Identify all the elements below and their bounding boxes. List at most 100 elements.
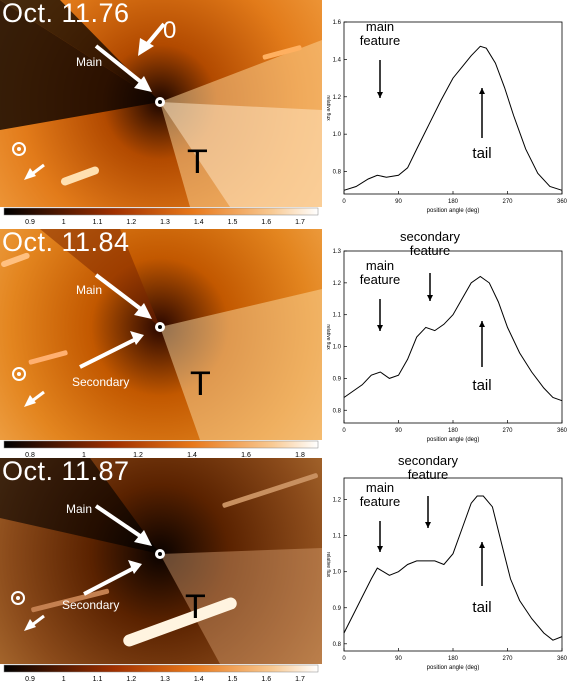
comet-image-panel-3: Oct. 11.87 Main Secondary T [0, 458, 322, 664]
x-axis-label: position angle (deg) [427, 665, 480, 671]
secondary-feature-arrowhead [427, 295, 433, 301]
y-axis-label: relative flux [325, 95, 331, 121]
observation-date: Oct. 11.76 [2, 0, 130, 28]
colorbar-tick-label: 0.9 [25, 219, 35, 225]
x-tick-label: 90 [395, 199, 402, 205]
x-tick-label: 360 [557, 199, 568, 205]
zero-label: 0 [163, 17, 177, 44]
x-tick-label: 270 [502, 656, 513, 662]
tail-marker-t: T [185, 588, 206, 626]
colorbar-tick-label: 1 [62, 676, 66, 682]
secondary-feature-annotation: secondary feature [400, 229, 460, 258]
y-tick-label: 1.3 [333, 249, 342, 255]
tail-annotation: tail [472, 377, 491, 394]
colorbar-tick-label: 1.2 [126, 676, 136, 682]
x-tick-label: 90 [395, 428, 402, 434]
tail-arrowhead [479, 321, 485, 327]
x-tick-label: 180 [448, 199, 459, 205]
colorbar-tick-label: 1.1 [93, 219, 103, 225]
main-feature-arrowhead [377, 92, 383, 98]
colorbar-tick-label: 0.8 [25, 452, 35, 458]
secondary-feature-arrowhead [425, 522, 431, 528]
x-tick-label: 360 [557, 428, 568, 434]
colorbar-tick-label: 1.3 [160, 676, 170, 682]
main-feature-arrowhead [377, 325, 383, 331]
x-tick-label: 270 [502, 428, 513, 434]
colorbar-tick-label: 1.6 [261, 219, 271, 225]
colorbar-gradient [3, 440, 319, 449]
colorbar-tick-label: 1.5 [228, 676, 238, 682]
tail-annotation: tail [472, 599, 491, 616]
colorbar-tick-label: 1.6 [241, 452, 251, 458]
y-axis-label: relative flux [325, 324, 331, 350]
profile-series-line [343, 495, 563, 641]
y-tick-label: 1.2 [333, 281, 342, 287]
y-tick-label: 1.4 [333, 57, 342, 63]
main-label: Main [76, 283, 103, 297]
x-tick-label: 0 [342, 656, 346, 662]
colorbar-tick-label: 1.7 [295, 676, 305, 682]
y-tick-label: 0.9 [333, 606, 342, 612]
comet-image-panel-1: Oct. 11.76 Main 0 T [0, 0, 322, 207]
profile-chart-3: 0 90 180 270 360 0.8 0.9 1.0 1.1 1.2 position angl… [325, 456, 568, 671]
colorbar-tick-label: 1.4 [194, 676, 204, 682]
main-feature-arrowhead [377, 546, 383, 552]
tail-arrowhead [479, 542, 485, 548]
y-tick-label: 1.0 [333, 345, 342, 351]
secondary-label: Secondary [62, 598, 120, 612]
y-tick-label: 0.8 [333, 642, 342, 648]
colorbar-gradient [3, 664, 319, 673]
colorbar-tick-label: 1.7 [295, 219, 305, 225]
tail-marker-t: T [190, 365, 211, 403]
colorbar-gradient [3, 207, 319, 216]
y-tick-label: 1.1 [333, 313, 342, 319]
main-feature-annotation: main feature [360, 480, 400, 509]
observation-date: Oct. 11.84 [2, 229, 130, 257]
colorbar-tick-label: 1.1 [93, 676, 103, 682]
profile-chart-2: 0 90 180 270 360 0.8 0.9 1.0 1.1 1.2 1.3 position a… [325, 229, 568, 443]
tail-arrowhead [479, 88, 485, 94]
y-tick-label: 1.2 [333, 498, 342, 504]
x-tick-label: 270 [502, 199, 513, 205]
x-tick-label: 0 [342, 199, 346, 205]
colorbar-tick-label: 1 [62, 219, 66, 225]
profile-chart-1: 0 90 180 270 360 0.8 1.0 1.2 1.4 1.6 position angl… [325, 19, 568, 214]
colorbar-tick-label: 0.9 [25, 676, 35, 682]
y-tick-label: 1.2 [333, 95, 342, 101]
colorbar-tick-label: 1.6 [261, 676, 271, 682]
colorbar-tick-label: 1.4 [187, 452, 197, 458]
y-tick-label: 1.6 [333, 20, 342, 26]
x-tick-label: 0 [342, 428, 346, 434]
y-tick-label: 0.8 [333, 170, 342, 176]
x-tick-label: 360 [557, 656, 568, 662]
colorbar-tick-label: 1.2 [126, 219, 136, 225]
profile-series-line [343, 275, 563, 402]
x-axis-label: position angle (deg) [427, 208, 480, 214]
profile-series-line [343, 45, 563, 191]
profile-plot-1: 0 90 180 270 360 0.8 1.0 1.2 1.4 1.6 position angl… [322, 0, 581, 225]
colorbar-tick-label: 1 [82, 452, 86, 458]
main-label: Main [66, 502, 93, 516]
colorbar-tick-label: 1.3 [160, 219, 170, 225]
y-tick-label: 1.1 [333, 534, 342, 540]
colorbar-tick-label: 1.2 [133, 452, 143, 458]
main-label: Main [76, 55, 103, 69]
secondary-feature-annotation: secondary feature [398, 456, 458, 482]
profile-plot-3: 0 90 180 270 360 0.8 0.9 1.0 1.1 1.2 position angl… [322, 456, 581, 682]
comet-image-2 [0, 229, 322, 440]
observation-date: Oct. 11.87 [2, 458, 130, 486]
x-tick-label: 90 [395, 656, 402, 662]
colorbar-3: 0.9 1 1.1 1.2 1.3 1.4 1.5 1.6 1.7 [0, 664, 322, 682]
main-feature-annotation: main feature [360, 258, 400, 287]
y-tick-label: 1.0 [333, 132, 342, 138]
tail-marker-t: T [187, 143, 208, 181]
colorbar-1: 0.9 1 1.1 1.2 1.3 1.4 1.5 1.6 1.7 [0, 207, 322, 225]
x-axis-label: position angle (deg) [427, 437, 480, 443]
y-tick-label: 1.0 [333, 570, 342, 576]
secondary-label: Secondary [72, 375, 130, 389]
colorbar-tick-label: 1.4 [194, 219, 204, 225]
comet-image-1 [0, 0, 322, 207]
x-tick-label: 180 [448, 428, 459, 434]
colorbar-tick-label: 1.8 [295, 452, 305, 458]
colorbar-2: 0.8 1 1.2 1.4 1.6 1.8 [0, 440, 322, 458]
